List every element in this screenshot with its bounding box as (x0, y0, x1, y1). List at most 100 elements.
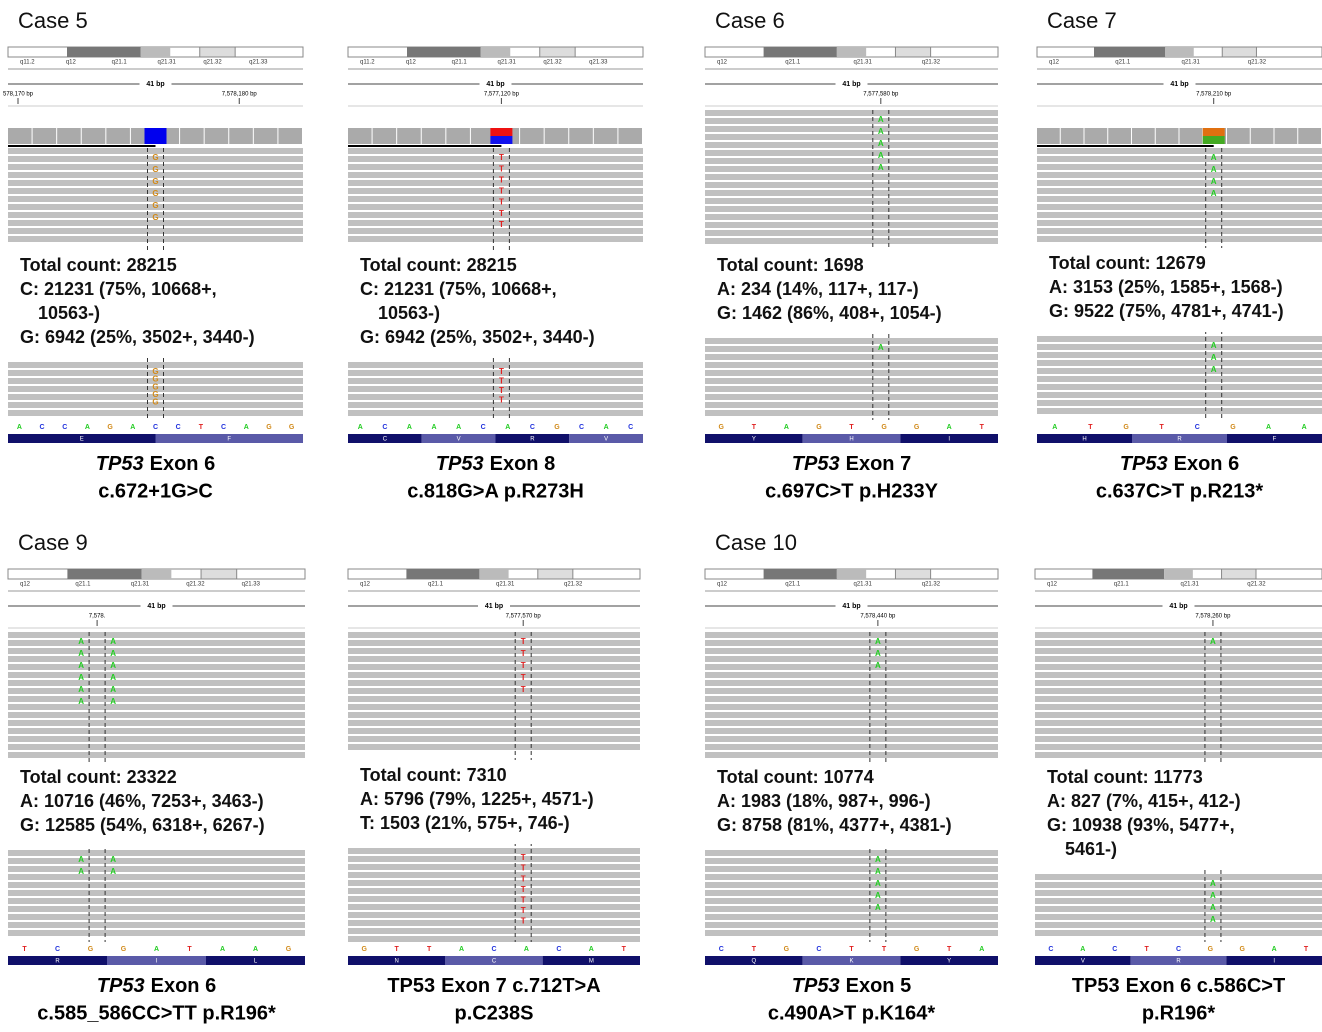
ideogram-band (481, 47, 511, 57)
ideogram-band (1094, 47, 1165, 57)
page: Case 5q11.2q12q21.1q21.31q21.32q21.3341 … (0, 0, 1322, 1032)
read (348, 720, 640, 726)
coverage-bin (594, 128, 618, 144)
mismatch-base: A (1210, 891, 1216, 900)
read (348, 394, 643, 400)
gene-name: TP53 (97, 975, 145, 997)
sequence-base: C (62, 424, 67, 431)
coverage-bin (1085, 128, 1108, 144)
read (1035, 640, 1322, 646)
mismatch-base: A (110, 685, 116, 694)
ideogram-band (1222, 569, 1256, 579)
sequence-base: G (1230, 424, 1236, 431)
coverage-bin (545, 128, 569, 144)
mismatch-base: T (521, 661, 526, 670)
read (1035, 914, 1322, 920)
mismatch-base: T (499, 386, 504, 395)
band-label: q21.31 (496, 582, 515, 588)
mismatch-base: A (875, 855, 881, 864)
read (348, 204, 643, 210)
mismatch-base: A (110, 697, 116, 706)
band-label: q21.31 (498, 60, 517, 66)
amino-label: C (492, 959, 497, 965)
coverage-bin (1156, 128, 1179, 144)
gene-name: TP53 (792, 975, 840, 997)
read (1035, 680, 1322, 686)
position-label: 7,577,120 bp (484, 92, 520, 98)
sequence-base: T (882, 946, 887, 953)
band-label: q21.1 (785, 582, 801, 588)
caption-variant: c.637C>T p.R213* (1096, 480, 1264, 502)
read (348, 872, 640, 878)
mismatch-base: A (875, 879, 881, 888)
read (348, 864, 640, 870)
sequence-base: A (1266, 424, 1271, 431)
band-label: q12 (1047, 582, 1058, 588)
read (705, 126, 998, 132)
sequence-base: C (1048, 946, 1053, 953)
sequence-base: T (22, 946, 27, 953)
read (348, 736, 640, 742)
band-label: q21.32 (922, 60, 941, 66)
popup-line: Total count: 12679 (1049, 253, 1206, 273)
position-label: 7,578,210 bp (1196, 92, 1232, 98)
igv-panel: q12q21.1q21.31q21.3241 bp7,578,260 bpAAA… (1035, 569, 1322, 1024)
ideogram-band (200, 47, 235, 57)
read (1037, 172, 1322, 178)
coverage-bin (1061, 128, 1084, 144)
read (705, 346, 998, 352)
read (8, 930, 305, 936)
span-label: 41 bp (485, 603, 503, 610)
coverage-bin (422, 128, 446, 144)
position-label: 7,577,570 bp (506, 614, 542, 620)
read (8, 236, 303, 242)
read (705, 656, 998, 662)
span-label: 41 bp (486, 81, 504, 88)
ideogram-band (538, 569, 573, 579)
read (705, 222, 998, 228)
read (705, 134, 998, 140)
sequence-base: T (1088, 424, 1093, 431)
sequence-base: C (628, 424, 633, 431)
band-label: q21.32 (203, 60, 222, 66)
read (348, 640, 640, 646)
caption-exon: Exon 6 (151, 975, 217, 997)
read (8, 680, 305, 686)
band-label: q21.1 (75, 582, 91, 588)
position-label: 7,578. (89, 614, 106, 620)
read (705, 696, 998, 702)
caption-line: TP53Exon 8 (436, 453, 555, 475)
span-label: 41 bp (147, 603, 165, 610)
sequence-base: C (55, 946, 60, 953)
coverage-bin (180, 128, 204, 144)
read (8, 890, 305, 896)
sequence-base: T (187, 946, 192, 953)
read (1035, 898, 1322, 904)
coverage-variant (145, 128, 167, 144)
sequence-base: A (979, 946, 984, 953)
read (1037, 196, 1322, 202)
sequence-base: C (40, 424, 45, 431)
caption-line: TP53Exon 6 (1120, 453, 1239, 475)
igv-panel: q12q21.1q21.31q21.3241 bp7,577,570 bpTTT… (348, 569, 640, 1024)
sequence-base: T (849, 946, 854, 953)
read (705, 402, 998, 408)
read (705, 338, 998, 344)
read (1037, 180, 1322, 186)
mismatch-base: A (875, 661, 881, 670)
read (348, 848, 640, 854)
case-label: Case 5 (18, 8, 88, 33)
read (348, 370, 643, 376)
read (1037, 408, 1322, 414)
span-label: 41 bp (1170, 81, 1188, 88)
read (705, 728, 998, 734)
band-label: q21.33 (589, 60, 608, 66)
caption-exon: Exon 8 (490, 453, 556, 475)
caption-line: TP53 Exon 6 (97, 975, 216, 997)
sequence-base: A (154, 946, 159, 953)
read (1035, 656, 1322, 662)
mismatch-base: A (78, 649, 84, 658)
read (1035, 648, 1322, 654)
popup-line: Total count: 23322 (20, 767, 177, 787)
read (705, 672, 998, 678)
